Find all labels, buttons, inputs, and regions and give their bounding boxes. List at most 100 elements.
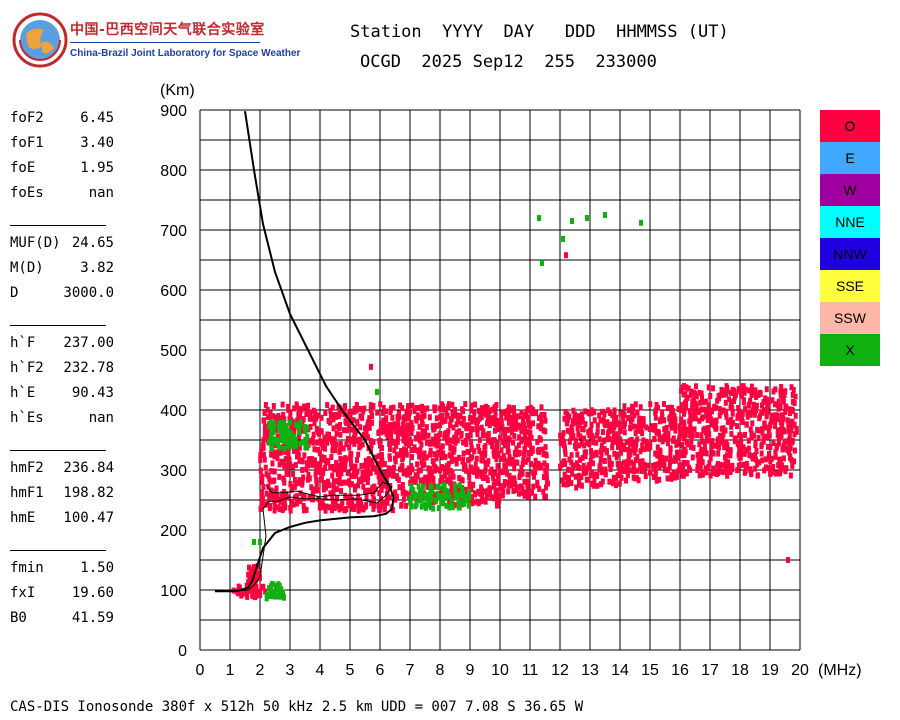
echo-point: [355, 420, 360, 427]
echo-point: [451, 473, 456, 480]
echo-point: [666, 436, 671, 443]
echo-point: [582, 435, 587, 442]
echo-point: [495, 463, 500, 470]
x-tick-label: 13: [581, 662, 599, 679]
echo-point: [409, 483, 414, 490]
echo-point: [668, 449, 673, 456]
echo-point: [757, 459, 762, 466]
echo-point: [570, 421, 575, 428]
echo-point: [721, 462, 726, 469]
param-value: 100.47: [63, 510, 114, 526]
echo-point: [626, 447, 631, 454]
echo-point: [764, 386, 769, 393]
echo-point: [446, 476, 451, 483]
y-tick-label: 200: [160, 523, 187, 540]
echo-point: [615, 472, 620, 479]
param-name: hmF1: [10, 485, 44, 501]
echo-point: [374, 468, 379, 475]
echo-point: [376, 429, 381, 436]
echo-point: [523, 446, 528, 453]
echo-point: [277, 425, 282, 432]
echo-point: [786, 557, 790, 563]
echo-point: [318, 476, 323, 483]
echo-point: [633, 401, 638, 408]
echo-point: [326, 417, 331, 424]
echo-point: [792, 431, 797, 438]
echo-point: [330, 443, 335, 450]
echo-point: [419, 487, 424, 494]
echo-point: [708, 392, 713, 399]
echo-point: [563, 450, 568, 457]
echo-point: [424, 504, 429, 511]
echo-point: [443, 488, 448, 495]
echo-point: [628, 448, 633, 455]
echo-point: [751, 401, 756, 408]
echo-point: [531, 407, 536, 414]
echo-point: [377, 490, 382, 497]
echo-point: [353, 483, 358, 490]
echo-point: [347, 409, 352, 416]
echo-point: [790, 418, 795, 425]
echo-point: [736, 386, 741, 393]
echo-point: [660, 409, 665, 416]
echo-point: [387, 440, 392, 447]
echo-point: [444, 435, 449, 442]
echo-point: [482, 444, 487, 451]
echo-point: [563, 409, 568, 416]
echo-point: [655, 444, 660, 451]
echo-point: [703, 468, 708, 475]
echo-point: [351, 472, 356, 479]
echo-point: [632, 449, 637, 456]
echo-point: [334, 441, 339, 448]
echo-point: [526, 436, 531, 443]
echo-point: [511, 405, 516, 412]
echo-point: [516, 422, 521, 429]
echo-point: [297, 477, 302, 484]
echo-point: [511, 408, 516, 415]
echo-point: [342, 427, 347, 434]
echo-point: [460, 477, 465, 484]
echo-point: [479, 414, 484, 421]
echo-point: [339, 470, 344, 477]
echo-point: [759, 443, 764, 450]
echo-point: [440, 454, 445, 461]
echo-point: [453, 456, 458, 463]
echo-point: [245, 588, 250, 595]
echo-point: [725, 446, 730, 453]
echo-point: [522, 413, 527, 420]
echo-point: [648, 439, 653, 446]
echo-point: [787, 410, 792, 417]
echo-point: [334, 495, 339, 502]
echo-point: [749, 453, 754, 460]
echo-point: [715, 465, 720, 472]
echo-point: [425, 483, 430, 490]
echo-point: [702, 406, 707, 413]
echo-point: [417, 435, 422, 442]
echo-point: [358, 436, 363, 443]
echo-point: [465, 433, 470, 440]
echo-point: [272, 507, 277, 514]
echo-point: [773, 453, 778, 460]
echo-point: [282, 416, 287, 423]
echo-point: [370, 465, 375, 472]
echo-point: [338, 480, 343, 487]
echo-point: [455, 413, 460, 420]
echo-point: [697, 472, 702, 479]
echo-point: [315, 439, 320, 446]
echo-point: [312, 446, 317, 453]
echo-point: [247, 564, 252, 571]
echo-point: [273, 583, 278, 590]
echo-point: [406, 465, 411, 472]
echo-point: [474, 455, 479, 462]
echo-point: [730, 410, 735, 417]
echo-point: [293, 436, 298, 443]
echo-point: [678, 466, 683, 473]
echo-point: [400, 489, 405, 496]
echo-point: [684, 426, 689, 433]
echo-point: [775, 442, 780, 449]
echo-point: [499, 447, 504, 454]
echo-point: [287, 429, 292, 436]
echo-point: [352, 440, 357, 447]
echo-point: [577, 422, 582, 429]
echo-point: [415, 412, 420, 419]
